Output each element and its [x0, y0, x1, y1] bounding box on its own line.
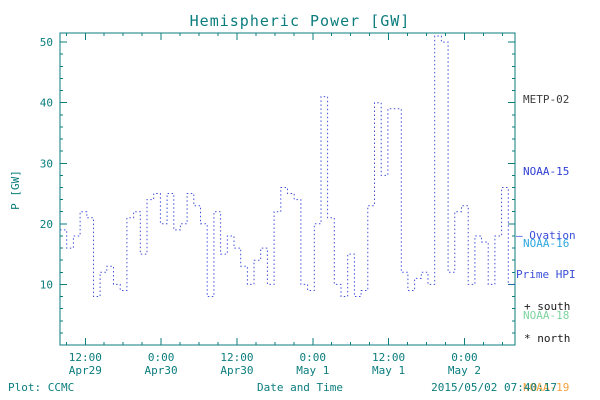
svg-text:12:00: 12:00	[372, 351, 405, 364]
chart-title: Hemispheric Power [GW]	[189, 12, 411, 30]
x-axis-label: Date and Time	[256, 381, 344, 394]
svg-text:May 2: May 2	[448, 364, 481, 377]
svg-text:May 1: May 1	[372, 364, 405, 377]
y-axis-label: P [GW]	[9, 170, 22, 210]
ovation-prime-hpi-label: — Ovation Prime HPI	[516, 203, 576, 307]
svg-text:May 1: May 1	[296, 364, 329, 377]
svg-text:12:00: 12:00	[69, 351, 102, 364]
svg-text:50: 50	[40, 36, 53, 49]
svg-text:12:00: 12:00	[220, 351, 253, 364]
svg-text:10: 10	[40, 278, 53, 291]
legend-item-metp-02: METP-02	[523, 93, 570, 106]
legend-item-noaa-19: NOAA-19	[523, 381, 570, 394]
plot-source-label: Plot: CCMC	[8, 381, 75, 394]
svg-text:Apr29: Apr29	[69, 364, 102, 377]
svg-text:0:00: 0:00	[451, 351, 478, 364]
satellite-legend: METP-02 NOAA-15 NOAA-16 NOAA-18 NOAA-19	[523, 40, 569, 400]
svg-text:0:00: 0:00	[148, 351, 175, 364]
south-marker-label: + south	[524, 300, 571, 313]
legend-item-noaa-16: NOAA-16	[523, 237, 570, 250]
ovation-label-line2: Prime HPI	[516, 268, 576, 281]
svg-text:Apr30: Apr30	[145, 364, 178, 377]
svg-text:Apr30: Apr30	[220, 364, 253, 377]
north-marker-label: * north	[524, 332, 571, 345]
svg-text:20: 20	[40, 218, 53, 231]
legend-item-noaa-18: NOAA-18	[523, 309, 570, 322]
svg-text:40: 40	[40, 97, 53, 110]
ovation-label-line1: — Ovation	[516, 229, 576, 242]
svg-text:30: 30	[40, 157, 53, 170]
generation-timestamp: 2015/05/02 07:40:17	[431, 381, 557, 394]
svg-text:0:00: 0:00	[300, 351, 327, 364]
legend-item-noaa-15: NOAA-15	[523, 165, 570, 178]
